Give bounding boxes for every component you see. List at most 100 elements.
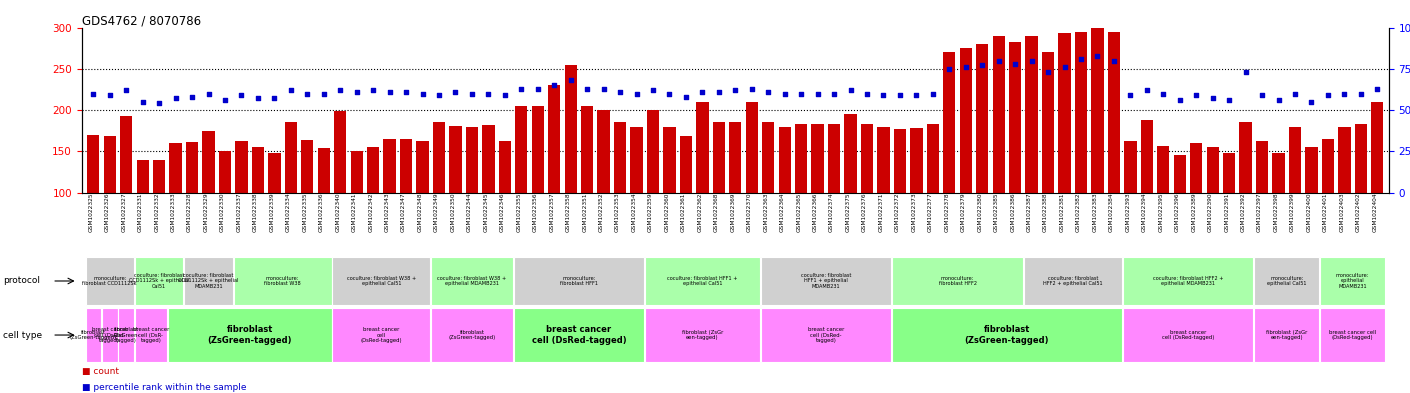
Point [1332,90,1355,97]
Bar [647,110,660,193]
Text: GSM1022385: GSM1022385 [994,193,998,232]
Point [674,94,697,100]
Text: GSM1022368: GSM1022368 [713,193,719,232]
Text: GSM1022379: GSM1022379 [960,193,966,232]
Bar [811,124,823,193]
Point [1300,99,1323,105]
Text: GSM1022360: GSM1022360 [664,193,670,232]
Point [774,90,797,97]
Text: GSM1022338: GSM1022338 [252,193,258,232]
Point [1317,92,1340,98]
Point [1120,92,1142,98]
Point [444,89,467,95]
Point [526,85,548,92]
Point [279,87,302,94]
Point [1070,56,1093,62]
Text: coculture: fibroblast W38 +
epithelial MDAMB231: coculture: fibroblast W38 + epithelial M… [437,275,506,286]
Point [1103,57,1125,64]
Text: GSM1022340: GSM1022340 [336,193,340,232]
Point [888,92,911,98]
Bar [1059,33,1070,193]
Bar [302,140,313,193]
Bar [1025,36,1038,193]
Bar [152,160,165,193]
Bar [548,85,560,193]
Bar [1122,257,1253,305]
Text: fibroblast
(ZsGreen-tagged): fibroblast (ZsGreen-tagged) [448,330,495,340]
Point [461,90,484,97]
Text: GSM1022336: GSM1022336 [319,193,324,232]
Text: GSM1022365: GSM1022365 [797,193,801,232]
Bar [86,308,102,362]
Point [180,94,203,100]
Text: GSM1022361: GSM1022361 [681,193,685,232]
Bar [1024,257,1122,305]
Text: GSM1022332: GSM1022332 [154,193,159,232]
Bar [169,143,182,193]
Point [575,85,598,92]
Text: GSM1022342: GSM1022342 [368,193,374,232]
Bar [943,52,956,193]
Text: GSM1022396: GSM1022396 [1175,193,1180,232]
Bar [137,160,149,193]
Bar [532,106,544,193]
Bar [499,141,510,193]
Point [807,90,829,97]
Text: breast cancer
cell
(DsRed-tagged): breast cancer cell (DsRed-tagged) [361,327,402,343]
Bar [893,308,1122,362]
Bar [1108,32,1120,193]
Text: GSM1022402: GSM1022402 [1356,193,1361,232]
Point [427,92,450,98]
Bar [1255,308,1320,362]
Point [543,82,565,88]
Text: GSM1022375: GSM1022375 [846,193,850,232]
Point [1036,69,1059,75]
Bar [862,124,873,193]
Bar [1173,155,1186,193]
Point [1004,61,1026,67]
Bar [135,308,166,362]
Bar [760,308,891,362]
Text: coculture: fibroblast W38 +
epithelial Cal51: coculture: fibroblast W38 + epithelial C… [347,275,416,286]
Bar [1320,308,1385,362]
Point [345,89,368,95]
Text: breast cancer
cell (DsRed-
tagged): breast cancer cell (DsRed- tagged) [92,327,128,343]
Point [625,90,647,97]
Text: GSM1022381: GSM1022381 [1059,193,1065,232]
Point [757,89,780,95]
Text: GSM1022325: GSM1022325 [89,193,93,232]
Point [1201,95,1224,102]
Bar [960,48,971,193]
Point [708,89,730,95]
Text: GSM1022393: GSM1022393 [1125,193,1131,232]
Text: GSM1022392: GSM1022392 [1241,193,1245,232]
Point [938,66,960,72]
Bar [845,114,857,193]
Bar [564,64,577,193]
Text: GSM1022344: GSM1022344 [467,193,472,232]
Text: GSM1022363: GSM1022363 [763,193,768,232]
Text: GSM1022403: GSM1022403 [1340,193,1344,232]
Point [987,57,1010,64]
Point [197,90,220,97]
Bar [1338,127,1351,193]
Text: GDS4762 / 8070786: GDS4762 / 8070786 [82,15,200,28]
Text: GSM1022352: GSM1022352 [599,193,603,232]
Point [247,95,269,102]
Text: GSM1022334: GSM1022334 [286,193,290,232]
Point [1152,90,1175,97]
Bar [431,257,513,305]
Bar [993,36,1005,193]
Bar [778,127,791,193]
Text: GSM1022364: GSM1022364 [780,193,785,232]
Text: monoculture:
fibroblast CCD1112Sk: monoculture: fibroblast CCD1112Sk [82,275,137,286]
Bar [646,257,760,305]
Bar [760,257,891,305]
Bar [926,124,939,193]
Point [296,90,319,97]
Text: GSM1022356: GSM1022356 [533,193,537,232]
Text: GSM1022341: GSM1022341 [351,193,357,232]
Point [905,92,928,98]
Point [131,99,154,105]
Bar [513,308,644,362]
